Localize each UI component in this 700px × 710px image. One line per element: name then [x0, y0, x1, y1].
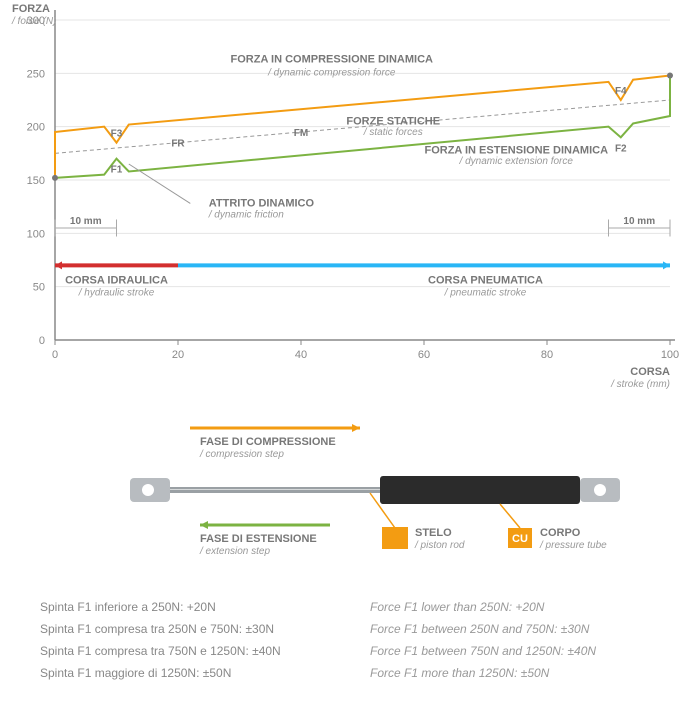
- svg-text:/ dynamic compression force: / dynamic compression force: [267, 67, 396, 78]
- svg-text:FORZE STATICHE: FORZE STATICHE: [346, 116, 440, 128]
- svg-text:FASE DI COMPRESSIONE: FASE DI COMPRESSIONE: [200, 436, 336, 448]
- svg-text:/ static forces: / static forces: [363, 127, 423, 138]
- svg-text:F3: F3: [111, 129, 123, 140]
- gas-spring-diagram: FASE DI COMPRESSIONE/ compression step FA…: [0, 410, 700, 570]
- svg-text:CORSA IDRAULICA: CORSA IDRAULICA: [65, 274, 168, 286]
- svg-text:/ hydraulic stroke: / hydraulic stroke: [78, 287, 155, 298]
- svg-text:/ compression step: / compression step: [199, 449, 284, 460]
- svg-text:F4: F4: [615, 86, 627, 97]
- svg-text:F2: F2: [615, 143, 627, 154]
- svg-text:80: 80: [541, 349, 553, 361]
- svg-text:200: 200: [27, 122, 45, 134]
- tolerance-row: Spinta F1 maggiore di 1250N: ±50NForce F…: [40, 666, 660, 680]
- tolerance-row: Spinta F1 compresa tra 750N e 1250N: ±40…: [40, 644, 660, 658]
- svg-text:100: 100: [27, 228, 45, 240]
- svg-text:FR: FR: [171, 139, 185, 150]
- svg-text:20: 20: [172, 349, 184, 361]
- svg-text:STELO: STELO: [415, 527, 452, 539]
- svg-text:0: 0: [39, 335, 45, 347]
- svg-text:CORSA: CORSA: [630, 366, 670, 378]
- svg-text:DS: DS: [387, 533, 402, 545]
- svg-text:/ extension step: / extension step: [199, 546, 270, 557]
- svg-text:10 mm: 10 mm: [70, 216, 102, 227]
- svg-text:100: 100: [661, 349, 679, 361]
- svg-text:/ force (N): / force (N): [11, 16, 56, 27]
- svg-text:/ dynamic extension force: / dynamic extension force: [459, 156, 574, 167]
- svg-text:250: 250: [27, 68, 45, 80]
- svg-text:10 mm: 10 mm: [623, 216, 655, 227]
- svg-text:ATTRITO DINAMICO: ATTRITO DINAMICO: [209, 198, 315, 210]
- svg-text:/ stroke (mm): / stroke (mm): [610, 379, 670, 390]
- svg-text:CORPO: CORPO: [540, 527, 581, 539]
- svg-text:/ pressure tube: / pressure tube: [539, 540, 607, 551]
- svg-text:/ dynamic friction: / dynamic friction: [208, 209, 284, 220]
- svg-text:40: 40: [295, 349, 307, 361]
- svg-text:CU: CU: [512, 533, 528, 545]
- tolerance-list: Spinta F1 inferiore a 250N: +20NForce F1…: [40, 600, 660, 688]
- force-stroke-chart: 050100150200250300020406080100FORZA/ for…: [0, 0, 700, 400]
- page: 050100150200250300020406080100FORZA/ for…: [0, 0, 700, 710]
- svg-text:FORZA IN COMPRESSIONE DINAMICA: FORZA IN COMPRESSIONE DINAMICA: [231, 54, 434, 66]
- svg-text:/ pneumatic stroke: / pneumatic stroke: [444, 287, 527, 298]
- svg-text:FORZA IN ESTENSIONE DINAMICA: FORZA IN ESTENSIONE DINAMICA: [424, 144, 608, 156]
- svg-text:FM: FM: [294, 128, 308, 139]
- tolerance-row: Spinta F1 inferiore a 250N: +20NForce F1…: [40, 600, 660, 614]
- svg-text:F1: F1: [111, 165, 123, 176]
- tolerance-row: Spinta F1 compresa tra 250N e 750N: ±30N…: [40, 622, 660, 636]
- svg-text:60: 60: [418, 349, 430, 361]
- svg-text:0: 0: [52, 349, 58, 361]
- svg-text:CORSA PNEUMATICA: CORSA PNEUMATICA: [428, 274, 543, 286]
- svg-text:FORZA: FORZA: [12, 3, 50, 15]
- svg-text:150: 150: [27, 175, 45, 187]
- svg-text:50: 50: [33, 282, 45, 294]
- svg-text:/ piston rod: / piston rod: [414, 540, 465, 551]
- svg-text:FASE DI ESTENSIONE: FASE DI ESTENSIONE: [200, 533, 317, 545]
